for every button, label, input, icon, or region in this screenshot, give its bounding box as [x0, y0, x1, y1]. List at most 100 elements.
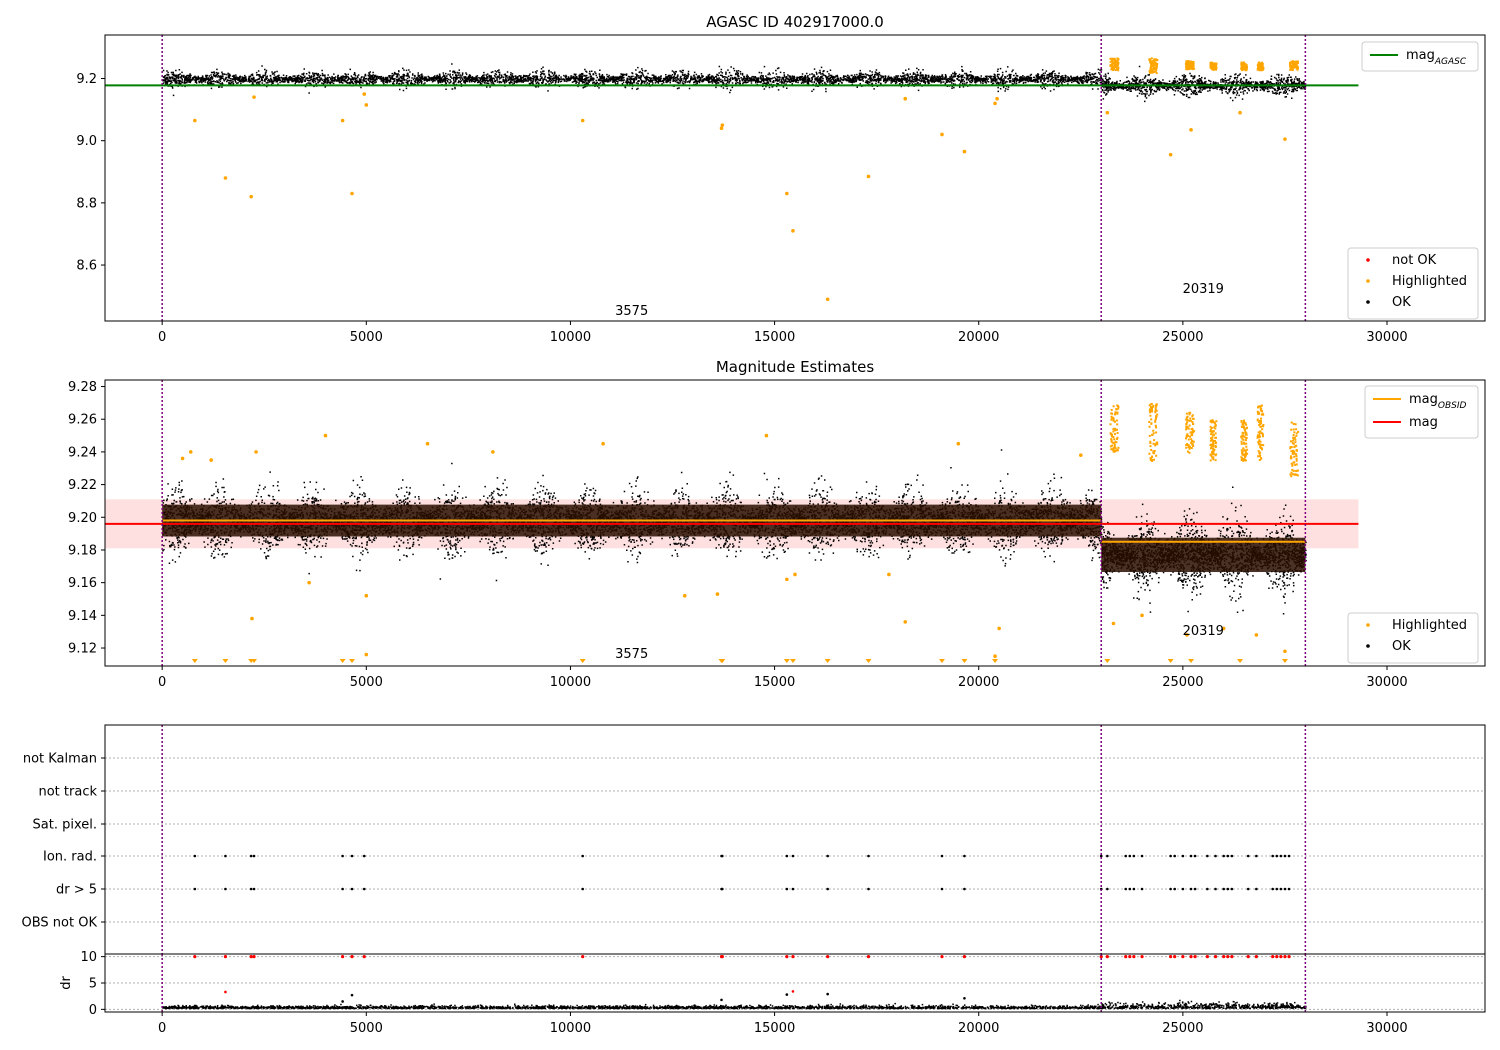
plot-frame: [104, 724, 1486, 955]
panel-title: Magnitude Estimates: [716, 358, 874, 376]
flag-point: [193, 887, 197, 891]
clipped-marker: [222, 659, 229, 663]
clipped-point: [1105, 955, 1109, 959]
clipped-point: [1226, 955, 1230, 959]
outlier-point: [826, 992, 829, 996]
highlighted-point: [1254, 633, 1259, 637]
legend-box: [1361, 41, 1479, 72]
flag-point: [963, 887, 966, 891]
clipped-point: [249, 955, 253, 959]
clipped-marker: [1167, 659, 1174, 663]
flag-point: [1140, 854, 1144, 858]
clipped-point: [1283, 955, 1287, 959]
highlighted-point: [254, 450, 258, 454]
flag-point: [1099, 854, 1103, 858]
highlighted-point: [601, 441, 605, 446]
highlighted-point: [1283, 137, 1287, 141]
obsid-label: 20319: [1183, 624, 1224, 639]
highlighted-point: [307, 580, 311, 585]
clipped-point: [720, 955, 724, 959]
ok-points: [1101, 65, 1307, 103]
flag-point: [940, 854, 944, 858]
highlighted-band-points: [1109, 57, 1120, 72]
highlighted-point: [580, 118, 585, 123]
clipped-point: [362, 955, 366, 959]
highlighted-band-points: [1185, 411, 1196, 454]
x-tick-label: 15000: [754, 675, 795, 690]
flag-point: [1222, 887, 1225, 891]
category-label: dr > 5: [56, 883, 97, 898]
clipped-point: [791, 955, 795, 959]
highlighted-point: [1140, 613, 1144, 618]
flag-point: [1189, 854, 1193, 858]
flag-point: [1140, 887, 1144, 891]
highlighted-point: [903, 620, 908, 624]
highlighted-point: [720, 123, 725, 127]
x-tick-label: 30000: [1366, 1021, 1407, 1036]
x-tick-label: 10000: [550, 675, 591, 690]
y-tick-label: 8.8: [76, 196, 97, 211]
highlighted-point: [1111, 621, 1116, 626]
flag-point: [791, 887, 795, 891]
highlighted-band-points: [1289, 60, 1299, 72]
clipped-point: [1279, 955, 1283, 959]
clipped-marker: [1237, 659, 1244, 663]
dense-core: [1101, 537, 1306, 573]
highlighted-point: [956, 441, 961, 446]
clipped-point: [1124, 955, 1128, 959]
highlighted-band-points: [1109, 404, 1120, 453]
flag-point: [341, 854, 344, 858]
flag-point: [362, 854, 366, 858]
flag-point: [193, 854, 197, 858]
x-tick-label: 5000: [350, 675, 383, 690]
flag-point: [252, 854, 256, 858]
dr-baseline-points: [162, 999, 1307, 1010]
data-points: [162, 57, 1307, 302]
y-tick-label: 0: [89, 1003, 97, 1018]
x-tick-label: 5000: [350, 330, 383, 345]
flag-point: [721, 854, 724, 858]
flag-point: [1226, 854, 1230, 858]
highlighted-point: [1105, 110, 1110, 115]
flag-point: [1193, 887, 1197, 891]
clipped-marker: [1104, 659, 1111, 663]
flag-point: [1214, 854, 1217, 858]
clipped-point: [193, 955, 197, 959]
flag-point: [785, 887, 789, 891]
flag-point: [1287, 854, 1291, 858]
highlighted-point: [791, 229, 795, 233]
clipped-point: [1254, 955, 1258, 959]
y-tick-label: 5: [89, 977, 97, 992]
highlighted-point: [1189, 128, 1193, 132]
highlighted-point: [364, 652, 369, 657]
y-tick-label: 9.12: [68, 642, 97, 657]
flag-point: [1226, 887, 1230, 891]
flag-point: [1124, 854, 1128, 858]
highlighted-point: [252, 95, 256, 99]
panel-flags: not Kalman not track Sat. pixel. Ion. rad. d…: [22, 724, 1486, 955]
y-axis-label: dr: [59, 976, 74, 990]
flag-point: [1271, 887, 1274, 891]
outlier-point: [720, 998, 723, 1002]
highlighted-point: [362, 92, 367, 96]
clipped-point: [1140, 955, 1144, 959]
flag-point: [1173, 887, 1177, 891]
legend-swatch: [1366, 300, 1370, 304]
legend-swatch: [1366, 623, 1370, 627]
y-tick-label: 9.18: [68, 543, 97, 558]
highlighted-point: [250, 616, 254, 621]
flag-point: [1206, 887, 1209, 891]
panel-magnitude-estimates: Magnitude Estimates 0 5000 10000 15000 20000…: [68, 358, 1486, 690]
y-tick-label: 10: [80, 950, 97, 965]
highlighted-point: [323, 433, 328, 438]
flag-point: [826, 887, 829, 891]
outlier-point: [224, 990, 227, 994]
legend-subscript: AGASC: [1434, 57, 1467, 67]
y-tick-label: 9.22: [68, 478, 97, 493]
clipped-point: [866, 955, 871, 959]
y-tick-label: 9.14: [68, 609, 97, 624]
highlighted-point: [962, 149, 967, 154]
x-tick-label: 20000: [958, 330, 999, 345]
clipped-marker: [824, 659, 831, 663]
clipped-marker: [579, 659, 586, 663]
